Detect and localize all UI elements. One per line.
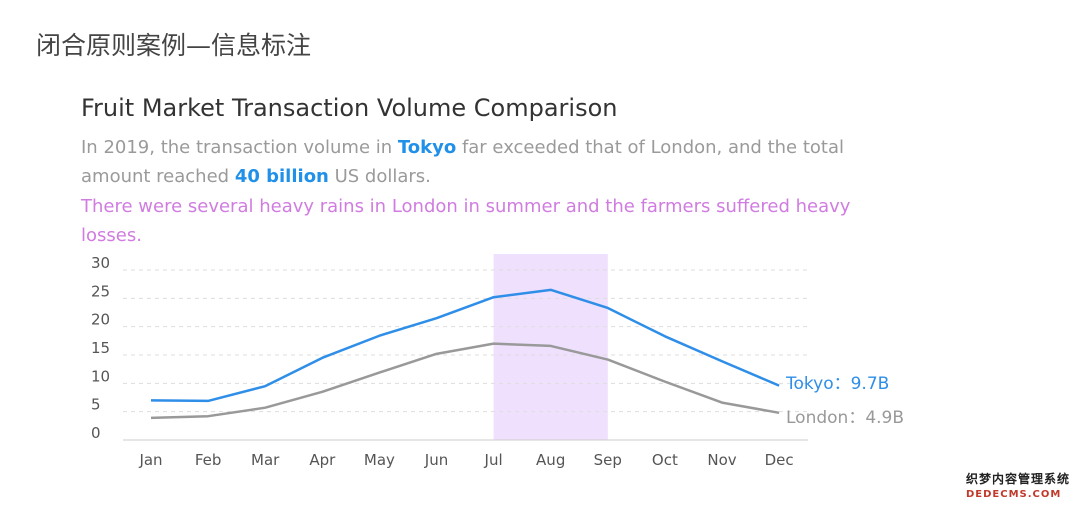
chart-subtitle: In 2019, the transaction volume in Tokyo… (81, 133, 901, 191)
y-tick-label: 5 (91, 396, 101, 414)
x-tick-label: Jan (138, 451, 162, 469)
x-tick-label: Aug (536, 451, 565, 469)
x-tick-label: May (364, 451, 395, 469)
y-tick-label: 30 (91, 254, 110, 272)
y-tick-label: 15 (91, 339, 110, 357)
x-tick-label: Apr (309, 451, 336, 469)
page-heading: 闭合原则案例—信息标注 (36, 31, 312, 60)
x-tick-label: Mar (251, 451, 280, 469)
watermark-logo: 织梦内容管理系统 DEDECMS.COM (966, 470, 1074, 504)
y-tick-label: 25 (91, 282, 110, 300)
subtitle-highlight-tokyo: Tokyo (397, 137, 457, 158)
subtitle-text: US dollars. (328, 166, 431, 187)
subtitle-text: In 2019, the transaction volume in (81, 137, 398, 158)
watermark-line1: 织梦内容管理系统 (966, 472, 1071, 486)
x-tick-label: Nov (707, 451, 736, 469)
x-tick-label: Feb (195, 451, 222, 469)
series-line-london (150, 342, 780, 420)
series-line-tokyo (150, 288, 780, 403)
y-tick-label: 10 (91, 367, 110, 385)
subtitle-highlight-amount: 40 billion (234, 166, 329, 187)
x-tick-label: Sep (594, 451, 622, 469)
x-tick-label: Jun (424, 451, 448, 469)
x-tick-label: Dec (765, 451, 794, 469)
series-end-label-tokyo: Tokyo：9.7B (785, 374, 889, 394)
watermark-line2: DEDECMS.COM (966, 489, 1062, 500)
x-tick-label: Oct (652, 451, 678, 469)
subtitle-text: far exceeded that of London, and the tot… (81, 137, 844, 187)
y-tick-label: 0 (91, 424, 101, 442)
x-tick-label: Jul (484, 451, 503, 469)
annotation-note: There were several heavy rains in London… (81, 196, 851, 246)
y-tick-label: 20 (91, 311, 110, 329)
chart-title: Fruit Market Transaction Volume Comparis… (81, 94, 618, 122)
series-end-label-london: London：4.9B (786, 408, 904, 428)
